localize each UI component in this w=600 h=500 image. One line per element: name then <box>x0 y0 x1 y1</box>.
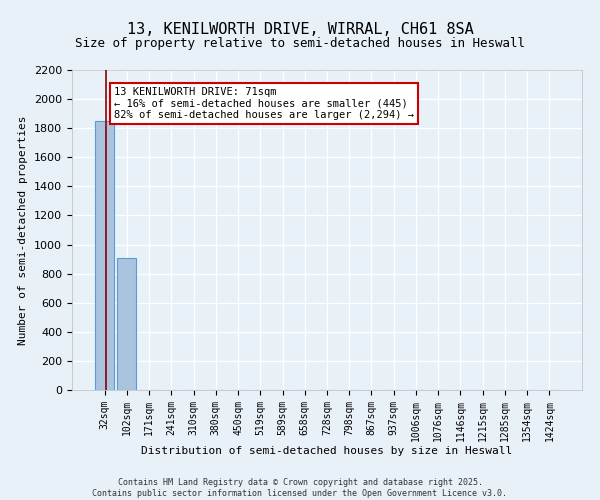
Text: Contains HM Land Registry data © Crown copyright and database right 2025.
Contai: Contains HM Land Registry data © Crown c… <box>92 478 508 498</box>
Text: Size of property relative to semi-detached houses in Heswall: Size of property relative to semi-detach… <box>75 38 525 51</box>
Y-axis label: Number of semi-detached properties: Number of semi-detached properties <box>19 116 28 345</box>
Text: 13 KENILWORTH DRIVE: 71sqm
← 16% of semi-detached houses are smaller (445)
82% o: 13 KENILWORTH DRIVE: 71sqm ← 16% of semi… <box>114 86 414 120</box>
X-axis label: Distribution of semi-detached houses by size in Heswall: Distribution of semi-detached houses by … <box>142 446 512 456</box>
Bar <box>118 258 136 390</box>
Bar <box>95 121 114 390</box>
Text: 13, KENILWORTH DRIVE, WIRRAL, CH61 8SA: 13, KENILWORTH DRIVE, WIRRAL, CH61 8SA <box>127 22 473 38</box>
